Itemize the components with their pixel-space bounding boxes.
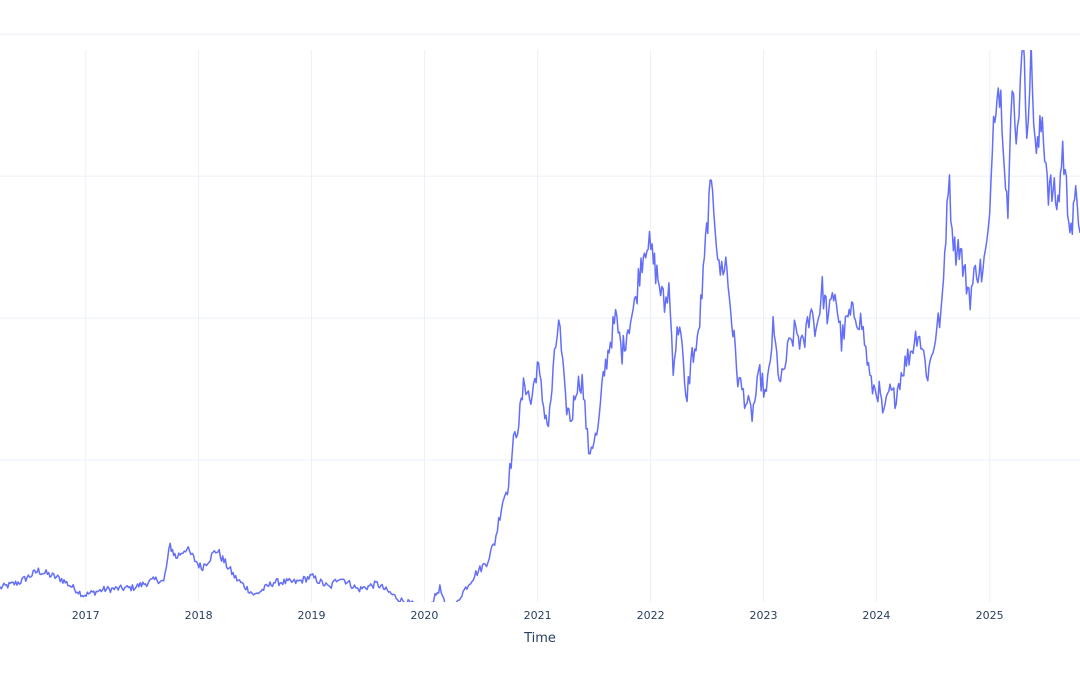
x-tick-label: 2020 [410, 609, 438, 622]
x-tick-label: 2024 [862, 609, 890, 622]
series-line [0, 50, 1080, 602]
x-tick-label: 2017 [72, 609, 100, 622]
x-tick-label: 2018 [185, 609, 213, 622]
x-tick-label: 2022 [637, 609, 665, 622]
x-axis-title: Time [523, 631, 556, 646]
series-line-layer [0, 50, 1080, 602]
x-tick-label: 2023 [750, 609, 778, 622]
x-tick-label: 2019 [298, 609, 326, 622]
x-tick-label: 2021 [524, 609, 552, 622]
x-tick-label: 2025 [976, 609, 1004, 622]
x-axis-tick-labels: 2017 2018 2019 2020 2021 2022 2023 2024 2025 [72, 609, 1004, 622]
gridlines [0, 33, 1080, 602]
